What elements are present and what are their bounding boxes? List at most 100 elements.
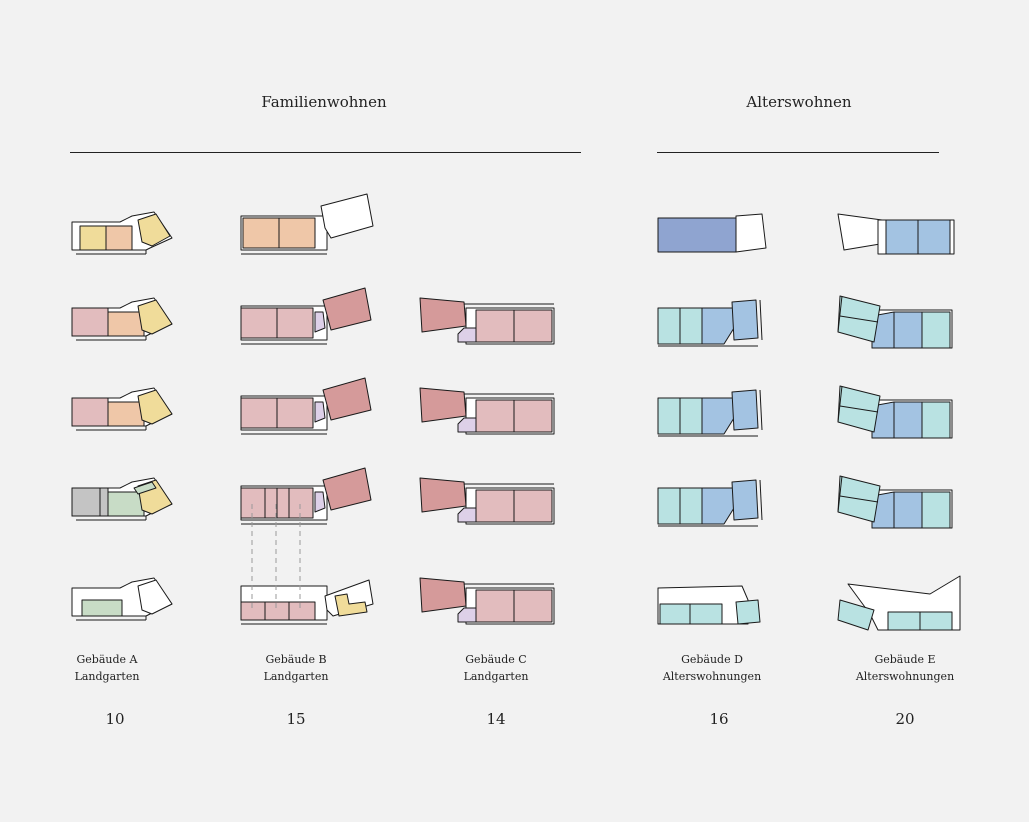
caption-building-b-sub: Landgarten <box>263 670 329 683</box>
unit-cell <box>242 217 280 249</box>
plan-building-b-v1 <box>240 287 372 345</box>
unit-cell <box>240 601 316 621</box>
unit-cell <box>921 401 951 439</box>
unit-cell <box>79 225 107 251</box>
unit-cell <box>71 397 109 427</box>
caption-building-c-name: Gebäude C <box>465 653 527 666</box>
alignment-guides <box>251 504 301 612</box>
plan-building-d-v4 <box>657 585 761 625</box>
plan-link <box>457 417 477 433</box>
plan-house <box>419 297 467 333</box>
plan-house <box>419 387 467 423</box>
unit-cell <box>917 219 951 255</box>
caption-building-a: Gebäude A Landgarten <box>75 651 140 685</box>
plan-wing <box>137 213 171 247</box>
plan-link <box>457 607 477 623</box>
plan-house <box>419 577 467 613</box>
unit-cell <box>689 603 723 625</box>
unit-cell <box>240 307 278 339</box>
caption-building-a-name: Gebäude A <box>76 653 138 666</box>
plan-building-e-v3 <box>837 475 953 529</box>
plan-annex <box>731 479 759 521</box>
unit-cell <box>513 399 553 433</box>
section-rule-familienwohnen <box>70 152 581 153</box>
count-building-b: 15 <box>286 710 306 728</box>
plan-building-b-v4 <box>240 579 374 625</box>
plan-annex <box>731 389 759 431</box>
caption-building-d: Gebäude D Alterswohnungen <box>663 651 761 685</box>
plan-house-split <box>839 315 879 323</box>
unit-cell <box>513 309 553 343</box>
plan-building-a-v2 <box>71 387 173 431</box>
plan-building-a-v4 <box>71 577 173 621</box>
plan-house <box>322 467 372 511</box>
caption-building-e-name: Gebäude E <box>874 653 936 666</box>
unit-cell <box>893 491 923 529</box>
unit-cell <box>276 397 314 429</box>
caption-building-c-sub: Landgarten <box>463 670 529 683</box>
caption-building-b-name: Gebäude B <box>265 653 327 666</box>
plan-annex-edge <box>759 479 763 521</box>
unit-cell <box>240 487 278 519</box>
unit-cell <box>71 487 109 517</box>
plan-building-d-v0 <box>657 213 767 253</box>
unit-cell <box>679 397 703 435</box>
unit-cell <box>107 311 145 337</box>
plan-link <box>314 311 326 333</box>
plan-unit <box>701 307 735 345</box>
plan-house <box>322 377 372 421</box>
plan-link <box>457 507 477 523</box>
plan-unit <box>701 397 735 435</box>
plan-building-b-v2 <box>240 377 372 435</box>
plan-wing <box>137 389 173 425</box>
plan-building-a-v1 <box>71 297 173 341</box>
caption-building-e-sub: Alterswohnungen <box>855 670 955 683</box>
plan-building-c-v3 <box>419 477 555 525</box>
plan-building-c-v4 <box>419 577 555 625</box>
unit-cell <box>921 491 951 529</box>
plan-house-split <box>839 495 879 503</box>
unit-cell <box>893 401 923 439</box>
unit-cell <box>657 307 681 345</box>
section-heading-familienwohnen: Familienwohnen <box>261 93 387 111</box>
plan-building-c-v2 <box>419 387 555 435</box>
unit-cell <box>475 489 515 523</box>
unit-cell <box>513 489 553 523</box>
unit-cell <box>107 491 145 517</box>
unit-cell <box>679 307 703 345</box>
unit-cell <box>887 611 921 631</box>
unit-cell <box>81 599 123 617</box>
section-heading-alterswohnen: Alterswohnen <box>746 93 852 111</box>
plan-house-split <box>839 405 879 413</box>
plan-link <box>314 401 326 423</box>
plan-wing-top <box>133 481 157 495</box>
count-building-c: 14 <box>486 710 506 728</box>
count-building-a: 10 <box>105 710 125 728</box>
unit-cell <box>475 309 515 343</box>
plan-building-e-v2 <box>837 385 953 439</box>
unit-cell <box>105 225 133 251</box>
plan-wing <box>137 299 173 335</box>
plan-building-c-v1 <box>419 297 555 345</box>
plan-house <box>322 287 372 331</box>
unit-cell <box>893 311 923 349</box>
count-building-e: 20 <box>895 710 915 728</box>
unit-cell <box>475 399 515 433</box>
plan-annex-edge <box>759 299 763 341</box>
plan-building-e-v1 <box>837 295 953 349</box>
plan-unit <box>657 217 737 253</box>
count-building-d: 16 <box>709 710 729 728</box>
caption-building-b: Gebäude B Landgarten <box>264 651 329 685</box>
caption-building-c: Gebäude C Landgarten <box>464 651 529 685</box>
unit-cell <box>921 311 951 349</box>
caption-building-d-name: Gebäude D <box>681 653 743 666</box>
section-rule-alterswohnen <box>657 152 939 153</box>
unit-cell <box>475 589 515 623</box>
plan-annex <box>735 213 767 253</box>
caption-building-e: Gebäude E Alterswohnungen <box>856 651 954 685</box>
plan-link <box>314 491 326 513</box>
plan-building-d-v3 <box>657 479 763 527</box>
plan-house <box>320 193 374 239</box>
plan-building-d-v1 <box>657 299 763 347</box>
